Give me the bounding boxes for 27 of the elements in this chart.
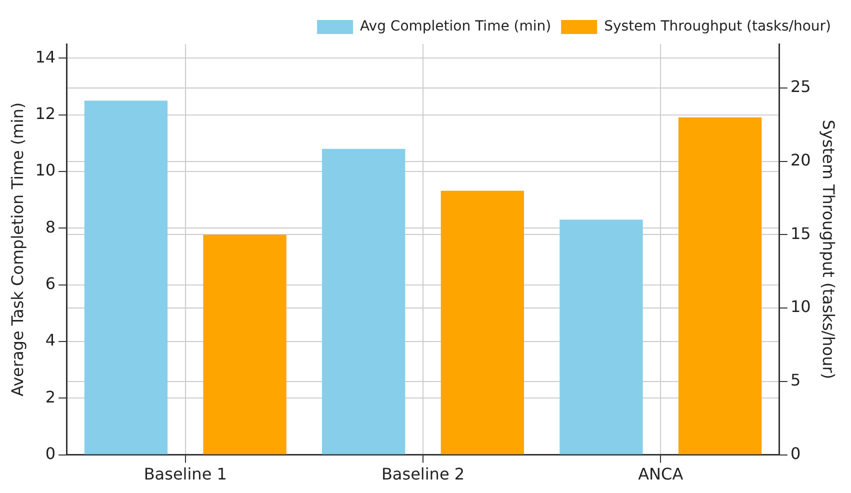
legend-label: Avg Completion Time (min) (360, 18, 552, 35)
y-tick-label: 8 (45, 217, 56, 236)
x-tick-label: Baseline 2 (381, 464, 465, 484)
y-tick-label: 12 (35, 104, 56, 123)
bar (440, 190, 524, 454)
y-axis-title: Average Task Completion Time (min) (8, 102, 27, 396)
y-tick-label: 0 (45, 444, 56, 463)
y2-tick-label: 20 (790, 150, 811, 170)
bar (203, 234, 286, 454)
y-tick-label: 10 (35, 160, 56, 180)
bar (678, 117, 762, 454)
y2-tick-label: 0 (790, 444, 801, 463)
y-tick-label: 6 (45, 274, 56, 293)
y2-tick-label: 15 (790, 224, 811, 243)
y-tick-label: 14 (35, 47, 56, 66)
bar (84, 100, 168, 454)
x-tick-label: ANCA (638, 464, 684, 484)
bar (322, 148, 406, 454)
y2-tick-label: 10 (790, 297, 811, 316)
y2-tick-label: 25 (790, 77, 811, 96)
y2-tick-label: 5 (790, 370, 801, 390)
y-tick-label: 4 (45, 330, 56, 350)
y-tick-label: 2 (45, 387, 56, 406)
bar (560, 220, 643, 454)
y2-axis-title: System Throughput (tasks/hour) (819, 120, 838, 380)
x-tick-label: Baseline 1 (144, 464, 227, 484)
legend-label: System Throughput (tasks/hour) (604, 18, 832, 35)
